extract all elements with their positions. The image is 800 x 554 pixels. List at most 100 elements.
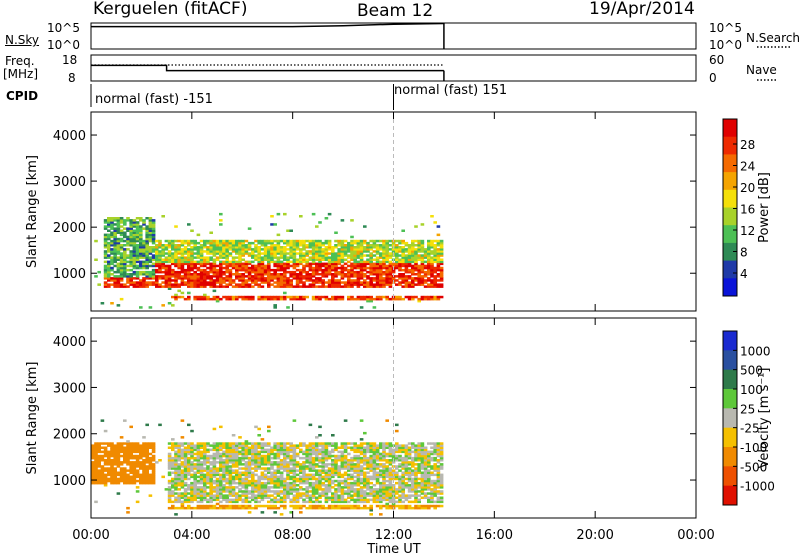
power-heatmap-cell <box>241 279 245 282</box>
power-heatmap-cell <box>119 254 124 257</box>
vel-heatmap-cell <box>292 465 297 468</box>
vel-heatmap-cell <box>388 492 393 495</box>
vel-heatmap-cell <box>363 500 367 504</box>
vel-heatmap-cell <box>103 469 108 472</box>
power-heatmap-cell <box>219 254 223 257</box>
power-heatmap-cell <box>414 268 418 272</box>
power-heatmap-cell <box>430 244 434 247</box>
power-heatmap-cell <box>372 297 377 301</box>
vel-heatmap-cell <box>331 494 335 497</box>
vel-heatmap-cell <box>180 461 185 464</box>
power-heatmap-cell <box>235 241 239 245</box>
power-heatmap-cell <box>135 277 140 280</box>
vel-heatmap-cell <box>388 454 393 458</box>
vel-heatmap-cell <box>417 448 421 452</box>
power-heatmap-cell <box>103 254 108 257</box>
vel-heatmap-cell <box>231 475 236 479</box>
nsky-panel-frame <box>90 22 697 50</box>
power-heatmap-cell <box>212 262 217 266</box>
vel-heatmap-cell <box>132 475 137 479</box>
power-heatmap-cell <box>430 252 434 255</box>
vel-heatmap-cell <box>414 500 418 504</box>
power-heatmap-cell <box>414 260 418 264</box>
vel-heatmap-cell <box>132 444 137 447</box>
power-heatmap-cell <box>254 270 258 274</box>
vel-heatmap-cell <box>356 479 361 483</box>
vel-heatmap-cell <box>103 461 108 464</box>
power-heatmap-cell <box>279 266 284 270</box>
power-heatmap-cell <box>254 254 258 257</box>
power-heatmap-cell <box>401 281 405 284</box>
vel-heatmap-cell <box>94 479 98 483</box>
vel-heatmap-cell <box>427 456 431 460</box>
vel-heatmap-cell <box>308 498 313 502</box>
power-heatmap-cell <box>123 252 127 255</box>
power-heatmap-cell <box>235 283 239 286</box>
power-heatmap-cell <box>231 250 236 253</box>
power-heatmap-cell <box>430 270 434 274</box>
vel-heatmap-cell <box>103 450 108 454</box>
power-heatmap-cell <box>385 250 389 253</box>
power-heatmap-cell <box>161 285 165 288</box>
vel-heatmap-cell <box>116 456 121 460</box>
power-heatmap-cell <box>199 295 204 299</box>
power-heatmap-cell <box>388 277 393 280</box>
power-heatmap-cell <box>292 254 297 257</box>
vel-heatmap-cell <box>382 494 386 497</box>
vel-heatmap-cell <box>407 504 412 508</box>
power-heatmap-cell <box>363 248 367 251</box>
power-heatmap-cell <box>219 283 223 286</box>
vel-heatmap-cell <box>372 498 377 502</box>
power-heatmap-cell <box>276 233 281 237</box>
vel-heatmap-cell <box>334 473 338 477</box>
vel-heatmap-cells <box>91 419 444 516</box>
power-heatmap-cell <box>404 277 409 280</box>
power-heatmap-cell <box>113 233 117 237</box>
power-heatmap-cell <box>347 248 351 251</box>
power-heatmap-cell <box>142 266 146 270</box>
vel-heatmap-cell <box>331 450 335 454</box>
power-heatmap-cell <box>407 258 412 261</box>
vel-heatmap-cell <box>343 459 348 462</box>
vel-heatmap-cell <box>382 486 386 489</box>
vel-heatmap-cell <box>100 465 105 468</box>
power-heatmap-cell <box>436 283 441 286</box>
power-heatmap-cell <box>267 254 271 257</box>
power-heatmap-cell <box>305 285 309 288</box>
power-heatmap-cell <box>318 246 322 249</box>
power-heatmap-cell <box>327 239 332 243</box>
vel-heatmap-cell <box>94 461 98 464</box>
vel-heatmap-cell <box>244 442 249 445</box>
vel-heatmap-cell <box>190 484 194 487</box>
vel-heatmap-cell <box>129 475 133 479</box>
power-heatmap-cell <box>199 285 204 288</box>
vel-heatmap-cell <box>292 494 297 497</box>
power-heatmap-cell <box>327 246 332 249</box>
vel-heatmap-cell <box>177 500 181 504</box>
vel-heatmap-cell <box>382 473 386 477</box>
power-heatmap-cell <box>420 223 425 226</box>
vel-heatmap-cell <box>363 456 367 460</box>
vel-heatmap-cell <box>212 448 217 452</box>
vel-heatmap-cell <box>398 463 402 466</box>
vel-heatmap-cell <box>398 484 402 487</box>
power-heatmap-cell <box>315 248 319 251</box>
power-heatmap-cell <box>196 283 201 286</box>
vel-heatmap-cell <box>308 490 313 493</box>
vel-heatmap-cell <box>190 500 194 504</box>
vel-heatmap-cell <box>244 484 249 487</box>
vel-heatmap-cell <box>228 492 233 495</box>
power-heatmap-cell <box>177 285 181 288</box>
vel-heatmap-cell <box>251 477 255 481</box>
vel-heatmap-cell <box>331 469 335 472</box>
vel-heatmap-cell <box>321 484 325 487</box>
power-heatmap-cell <box>241 266 245 270</box>
power-heatmap-cell <box>263 295 268 299</box>
vel-heatmap-cell <box>363 494 367 497</box>
power-heatmap-cell <box>174 239 178 243</box>
vel-heatmap-cell <box>286 469 290 472</box>
vel-heatmap-cell <box>103 452 108 456</box>
power-heatmap-cell <box>129 279 133 282</box>
vel-heatmap-cell <box>203 494 207 497</box>
power-heatmap-cell <box>423 252 428 255</box>
